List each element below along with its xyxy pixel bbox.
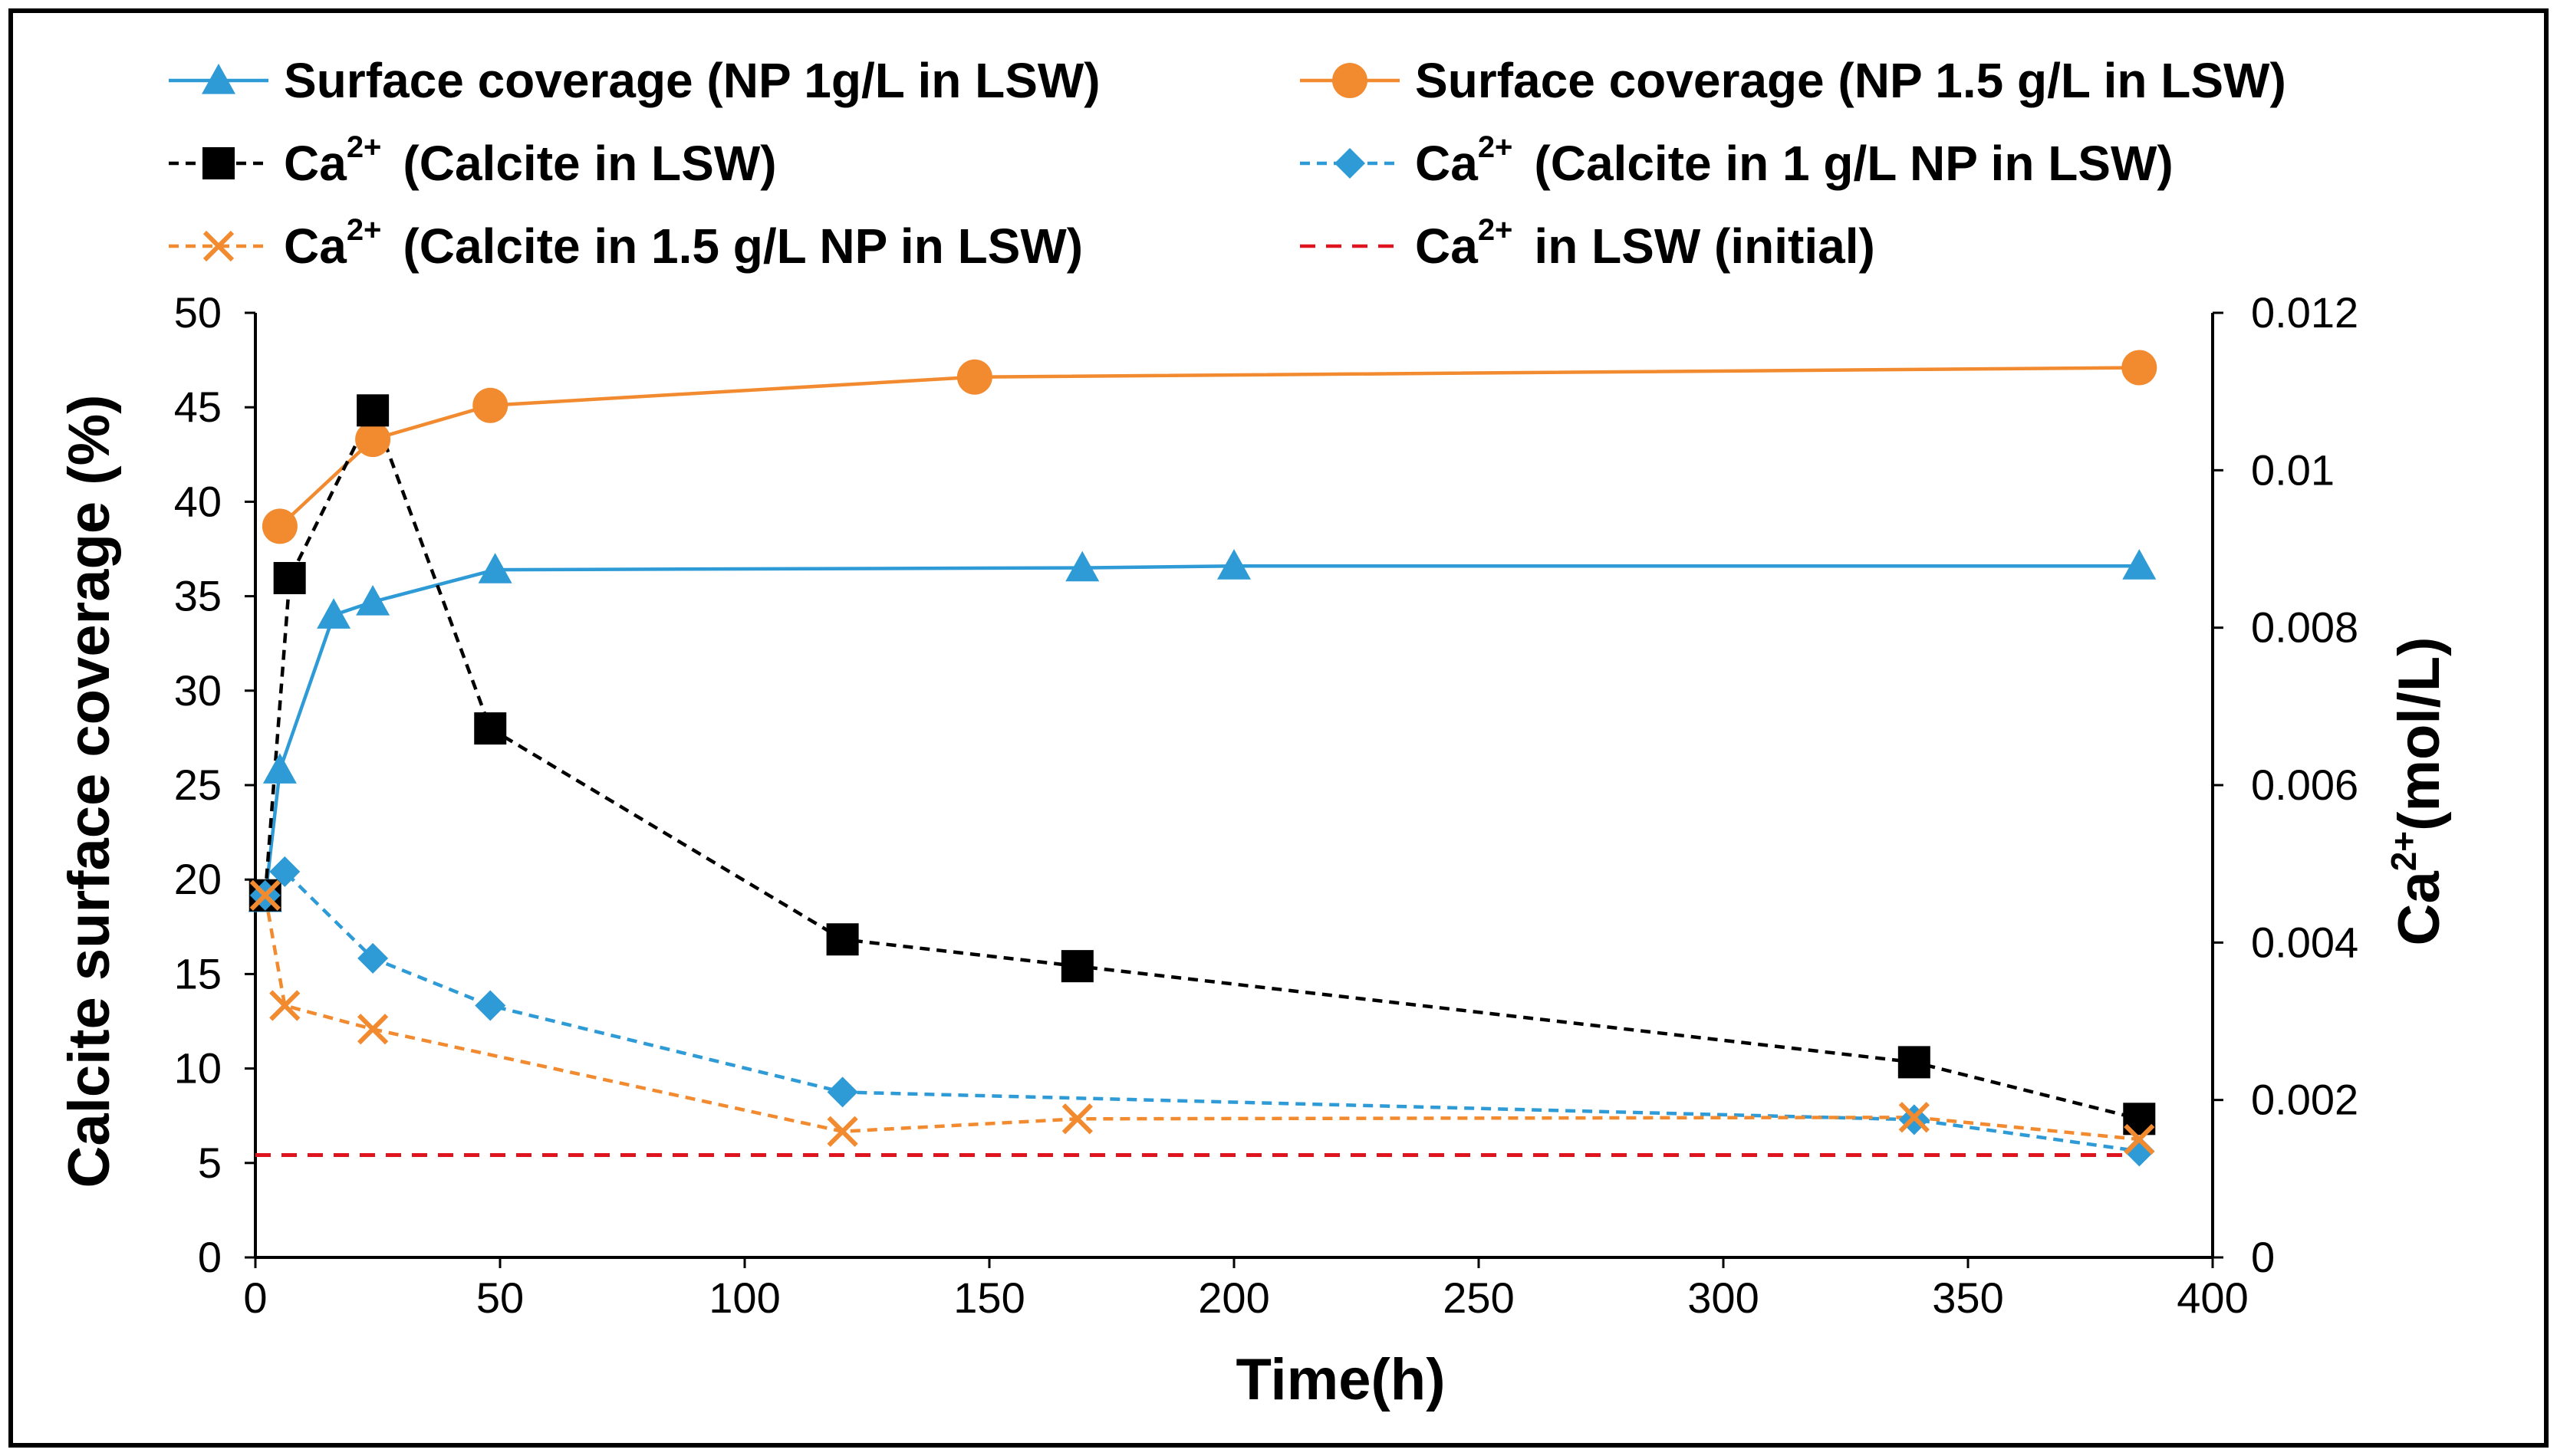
legend-label-text: (Calcite in 1 g/L NP in LSW) — [1534, 136, 2173, 191]
chart-border — [8, 8, 2549, 1448]
data-point-marker — [1065, 551, 1100, 582]
data-point-marker — [317, 598, 351, 629]
legend-label: Ca2+ (Calcite in 1.5 g/L NP in LSW) — [284, 213, 1083, 274]
legend-label: Ca2+ (Calcite in 1 g/L NP in LSW) — [1415, 130, 2174, 191]
legend-label-text: (Calcite in LSW) — [403, 136, 776, 191]
y-right-axis-title-sup: 2+ — [2384, 831, 2424, 871]
y-right-tick-label: 0.008 — [2251, 603, 2358, 652]
y-right-tick-label: 0.006 — [2251, 761, 2358, 809]
data-point-marker — [827, 1076, 858, 1108]
y-left-axis-title: Calcite surface coverage (%) — [57, 395, 122, 1188]
data-point-marker — [1897, 1046, 1930, 1079]
legend: Surface coverage (NP 1g/L in LSW) Surface… — [169, 53, 2286, 274]
x-axis-title: Time(h) — [1236, 1347, 1445, 1412]
y-right-tick-label: 0.004 — [2251, 918, 2358, 966]
x-tick-label: 300 — [1687, 1274, 1759, 1322]
series-line-sc_np1 — [263, 564, 2140, 899]
x-tick-label: 50 — [476, 1274, 524, 1322]
x-tick-label: 350 — [1932, 1274, 2003, 1322]
x-tick-label: 250 — [1443, 1274, 1514, 1322]
data-point-marker — [357, 394, 390, 427]
data-point-marker — [1334, 148, 1365, 179]
legend-label-sup: 2+ — [1478, 213, 1513, 247]
y-left-tick-label: 45 — [174, 383, 222, 431]
data-point-marker — [269, 856, 301, 887]
y-left-tick-label: 40 — [174, 477, 222, 525]
data-point-marker — [356, 584, 390, 616]
legend-label: Surface coverage (NP 1g/L in LSW) — [284, 53, 1101, 108]
data-point-marker — [249, 879, 281, 911]
series-line-ca_calcite — [263, 406, 2140, 1121]
y-left-tick-label: 0 — [198, 1233, 222, 1281]
data-point-marker — [474, 712, 507, 745]
data-point-marker — [1217, 549, 1251, 580]
legend-label-main: Ca — [1415, 219, 1478, 274]
y-left-tick-label: 50 — [174, 288, 222, 337]
data-point-marker — [475, 990, 506, 1021]
data-point-marker — [2121, 350, 2157, 386]
y-left-tick-label: 20 — [174, 855, 222, 903]
legend-label: Surface coverage (NP 1.5 g/L in LSW) — [1415, 53, 2286, 108]
y-right-tick-label: 0.002 — [2251, 1076, 2358, 1124]
data-point-marker — [1898, 1102, 1930, 1133]
data-point-marker — [357, 1014, 389, 1045]
series-markers — [248, 350, 2157, 1167]
y-left-tick-label: 5 — [198, 1139, 222, 1187]
y-left-tick-label: 15 — [174, 949, 222, 998]
y-right-axis-title-main: Ca — [2387, 871, 2452, 946]
data-point-marker — [202, 64, 235, 94]
y-left-tick-label: 35 — [174, 572, 222, 620]
data-point-marker — [1332, 63, 1367, 98]
legend-label-main: Ca — [284, 136, 347, 191]
legend-label: Ca2+ in LSW (initial) — [1415, 213, 1875, 274]
y-right-tick-label: 0.01 — [2251, 445, 2335, 494]
data-point-marker — [269, 990, 301, 1021]
legend-label: Ca2+ (Calcite in LSW) — [284, 130, 777, 191]
data-point-marker — [262, 753, 297, 784]
data-point-marker — [355, 422, 391, 458]
data-point-marker — [826, 923, 859, 956]
data-point-marker — [2124, 1136, 2155, 1167]
y-right-tick-label: 0 — [2251, 1233, 2275, 1281]
data-point-marker — [1061, 1103, 1093, 1135]
data-point-marker — [956, 359, 992, 395]
data-point-marker — [472, 387, 508, 423]
x-tick-label: 0 — [243, 1274, 267, 1322]
y-left-tick-label: 25 — [174, 761, 222, 809]
data-point-marker — [478, 553, 512, 583]
data-point-marker — [202, 147, 235, 179]
legend-label-sup: 2+ — [347, 130, 382, 164]
legend-label-text: (Calcite in 1.5 g/L NP in LSW) — [403, 219, 1083, 274]
data-point-marker — [1061, 950, 1094, 983]
x-tick-label: 400 — [2177, 1274, 2248, 1322]
x-tick-label: 100 — [709, 1274, 780, 1322]
y-right-axis-title-unit: (mol/L) — [2387, 637, 2452, 831]
legend-label-main: Ca — [1415, 136, 1478, 191]
data-point-marker — [262, 508, 298, 544]
y-right-tick-label: 0.012 — [2251, 288, 2358, 337]
data-point-marker — [202, 230, 235, 262]
data-point-marker — [357, 942, 389, 974]
y-right-axis-title: Ca2+(mol/L) — [2384, 637, 2452, 946]
data-point-marker — [2122, 549, 2157, 580]
legend-label-sup: 2+ — [1478, 130, 1513, 164]
data-point-marker — [2124, 1123, 2155, 1155]
y-left-tick-label: 30 — [174, 666, 222, 715]
data-point-marker — [273, 561, 306, 594]
legend-label-sup: 2+ — [347, 213, 382, 247]
x-tick-label: 150 — [953, 1274, 1025, 1322]
x-tick-label: 200 — [1198, 1274, 1269, 1322]
y-left-tick-label: 10 — [174, 1044, 222, 1093]
legend-label-text: in LSW (initial) — [1534, 219, 1874, 274]
legend-label-main: Ca — [284, 219, 347, 274]
data-point-marker — [827, 1116, 858, 1147]
plot-axes: 0 50 100 150 200 250 300 350 4000510152025303540… — [174, 288, 2358, 1322]
